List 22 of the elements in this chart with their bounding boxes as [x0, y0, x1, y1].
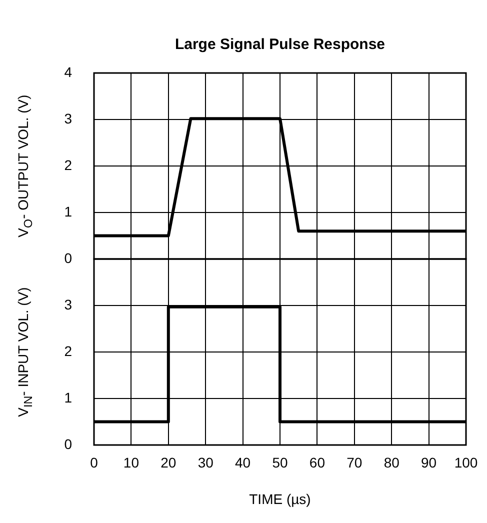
x-tick-label: 20 [160, 454, 176, 470]
y-tick-label: 0 [64, 250, 72, 266]
chart-title: Large Signal Pulse Response [174, 36, 386, 53]
x-tick-label: 10 [123, 454, 140, 470]
y-tick-label: 1 [64, 203, 72, 220]
y-tick-label: 2 [64, 156, 72, 173]
x-tick-label: 70 [346, 454, 362, 470]
x-tick-label: 90 [421, 454, 437, 470]
x-tick-label: 50 [272, 454, 288, 470]
y-tick-label: 1 [64, 389, 72, 406]
y-tick-label: 0 [64, 436, 72, 452]
y-tick-label: 3 [64, 110, 72, 126]
x-tick-label: 30 [198, 454, 214, 470]
x-tick-label: 0 [90, 454, 98, 470]
x-tick-label: 100 [454, 454, 478, 470]
x-tick-label: 40 [235, 454, 251, 470]
y-tick-label: 4 [64, 64, 72, 80]
x-tick-label: 60 [309, 454, 326, 470]
y-tick-label: 3 [64, 296, 72, 312]
x-axis-title: TIME (µs) [248, 491, 312, 507]
y-tick-label: 2 [64, 342, 72, 359]
x-tick-label: 80 [384, 454, 400, 470]
